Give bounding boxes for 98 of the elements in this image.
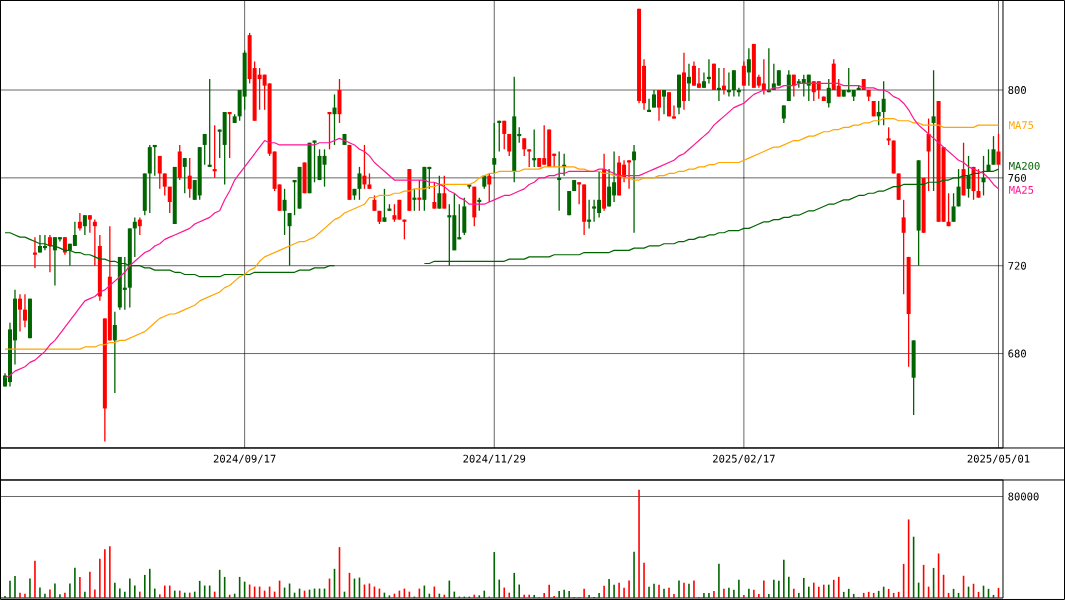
candlestick: [172, 166, 177, 224]
candlestick: [896, 172, 901, 201]
candlestick: [671, 104, 676, 120]
candlestick: [926, 117, 931, 192]
candlestick: [602, 153, 607, 212]
candlestick: [307, 142, 312, 194]
candlestick: [567, 190, 572, 216]
candlestick: [512, 76, 517, 183]
candlestick: [826, 78, 831, 109]
candlestick: [97, 234, 102, 302]
y-tick-label: 720: [1008, 261, 1026, 270]
candlestick: [472, 186, 477, 227]
candlestick: [302, 161, 307, 194]
x-tick-label: 2025/05/01: [967, 454, 1030, 464]
y-tick-label: 680: [1008, 349, 1026, 358]
candlestick: [741, 60, 746, 87]
candlestick: [676, 74, 681, 115]
candlestick: [422, 166, 427, 212]
candlestick: [162, 172, 167, 197]
candlestick: [731, 69, 736, 98]
candlestick: [337, 78, 342, 124]
candlestick: [746, 47, 751, 87]
candlestick: [27, 298, 32, 339]
y-tick-label: 80000: [1008, 492, 1039, 501]
candlestick: [177, 144, 182, 181]
candlestick: [502, 120, 507, 150]
candlestick: [167, 186, 172, 214]
candlestick: [357, 166, 362, 201]
candlestick: [132, 216, 137, 258]
candlestick: [696, 67, 701, 89]
candlestick: [961, 142, 966, 197]
candlestick: [142, 172, 147, 216]
candlestick: [662, 89, 666, 115]
candlestick: [911, 339, 916, 416]
candlestick: [287, 212, 292, 267]
candlestick: [157, 155, 162, 190]
candlestick: [492, 122, 497, 175]
candlestick: [667, 91, 671, 118]
candlestick: [806, 74, 811, 102]
candlestick: [322, 148, 327, 188]
candlestick: [347, 144, 352, 201]
candlestick: [282, 188, 287, 236]
series-label: MA200: [1009, 161, 1040, 170]
candlestick: [147, 144, 152, 214]
candlestick: [507, 133, 512, 157]
candlestick: [182, 157, 187, 194]
candlestick: [637, 8, 642, 104]
candlestick: [72, 221, 77, 247]
candlestick: [921, 177, 926, 234]
candlestick: [881, 80, 886, 126]
x-tick-label: 2024/11/29: [463, 454, 526, 464]
candlestick: [617, 155, 622, 197]
series-label: MA25: [1009, 185, 1034, 194]
candlestick: [951, 192, 956, 223]
x-tick-label: 2024/09/17: [213, 454, 276, 464]
candlestick: [711, 63, 716, 91]
candlestick: [82, 214, 87, 236]
candlestick: [906, 256, 911, 368]
candlestick: [437, 175, 442, 210]
candlestick: [971, 166, 976, 201]
candlestick: [332, 93, 337, 146]
candlestick: [297, 166, 302, 210]
candlestick: [442, 175, 447, 210]
candlestick: [382, 188, 387, 223]
candlestick: [222, 111, 227, 186]
candlestick: [407, 168, 412, 212]
candlestick: [991, 135, 996, 166]
candlestick: [197, 146, 202, 201]
candlestick: [657, 89, 662, 122]
candlestick: [996, 133, 1001, 166]
y-tick-label: 760: [1008, 173, 1026, 182]
candlestick: [22, 293, 27, 328]
candlestick: [686, 63, 691, 102]
candlestick: [592, 199, 597, 223]
candlestick: [761, 58, 766, 96]
candlestick: [607, 168, 612, 208]
candlestick: [786, 69, 791, 102]
y-tick-label: 800: [1008, 86, 1026, 94]
series-label: MA75: [1009, 121, 1034, 130]
candlestick: [77, 212, 82, 232]
candlestick: [47, 234, 52, 273]
x-tick-label: 2025/02/17: [713, 454, 775, 464]
candlestick: [432, 181, 437, 210]
candlestick: [701, 71, 706, 89]
candlestick: [112, 311, 117, 394]
candlestick: [582, 183, 587, 236]
candlestick: [681, 52, 686, 111]
candlestick: [202, 133, 207, 166]
candlestick: [976, 168, 981, 199]
candlestick: [17, 293, 22, 333]
candlestick: [187, 157, 192, 199]
candlestick: [87, 214, 92, 234]
candlestick: [901, 199, 906, 295]
candlestick: [362, 144, 367, 190]
candlestick: [462, 196, 467, 236]
candlestick: [632, 144, 637, 234]
candlestick: [487, 172, 492, 203]
candlestick: [891, 139, 896, 175]
